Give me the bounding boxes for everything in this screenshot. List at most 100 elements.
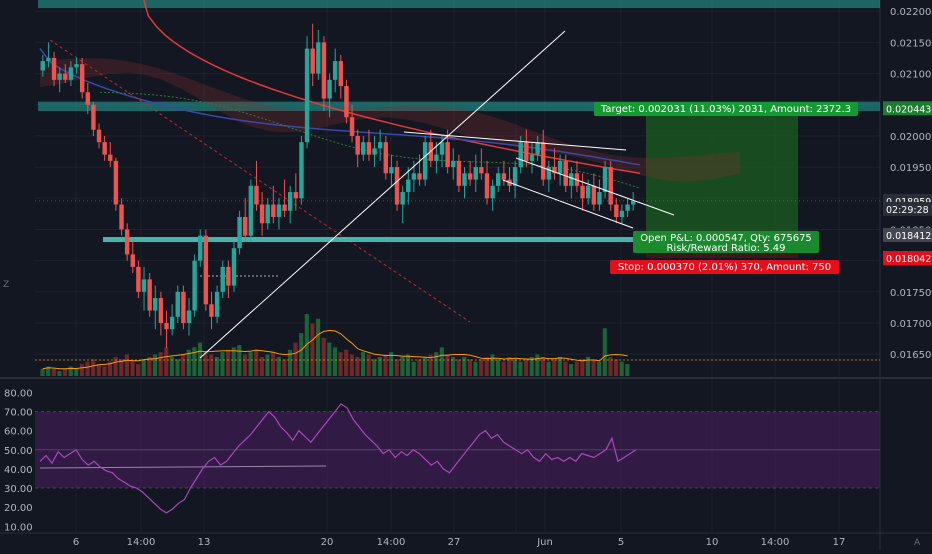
- candle-body: [282, 204, 287, 211]
- volume-bar: [293, 342, 298, 376]
- volume-bar: [254, 349, 259, 376]
- volume-bar: [74, 368, 79, 376]
- candle-body: [40, 61, 46, 71]
- candle-body: [366, 142, 372, 155]
- volume-bar: [445, 354, 450, 376]
- volume-bar: [462, 356, 467, 376]
- candle-body: [237, 216, 242, 249]
- time-tick-label: 14:00: [377, 537, 406, 548]
- volume-bar: [597, 361, 602, 376]
- volume-bar: [119, 359, 124, 376]
- time-tick-label: 27: [448, 537, 461, 548]
- rsi-tick-label: 50.00: [4, 446, 33, 457]
- candle-body: [355, 135, 360, 155]
- candle-body: [310, 48, 315, 74]
- candle-body: [411, 173, 417, 180]
- volume-bar: [175, 359, 180, 376]
- price-tag-text: 02:29:28: [886, 205, 929, 216]
- candle-body: [349, 117, 355, 136]
- volume-bar: [512, 359, 517, 376]
- price-tag-text: 0.020443: [886, 104, 931, 115]
- rsi-tick-label: 80.00: [4, 388, 33, 399]
- volume-bar: [231, 347, 236, 376]
- candle-body: [630, 200, 636, 205]
- supply-zone: [38, 101, 880, 111]
- candle-body: [580, 185, 585, 199]
- candle-body: [434, 154, 439, 161]
- candle-body: [304, 48, 310, 143]
- rsi-tick-label: 30.00: [4, 484, 33, 495]
- pnl-label: [633, 231, 819, 253]
- volume-bar: [580, 359, 585, 376]
- volume-bar: [529, 356, 534, 376]
- candle-body: [293, 192, 299, 199]
- candle-body: [321, 42, 327, 99]
- volume-bar: [473, 361, 478, 376]
- volume-bar: [327, 342, 332, 376]
- volume-bar: [602, 328, 607, 376]
- pnl-label-text: Open P&L: 0.000547, Qty: 675675: [640, 233, 812, 244]
- candle-body: [141, 279, 147, 292]
- volume-bar: [57, 371, 62, 376]
- candle-body: [254, 185, 259, 205]
- candle-body: [203, 235, 209, 305]
- candle-body: [130, 254, 135, 267]
- volume-bar: [585, 356, 591, 376]
- candle-body: [439, 142, 445, 155]
- candle-body: [361, 142, 366, 155]
- stop-label: [610, 260, 839, 274]
- volume-bar: [389, 352, 394, 376]
- candle-body: [175, 291, 180, 317]
- volume-bar: [124, 354, 129, 376]
- volume-bar: [434, 352, 439, 376]
- volume-bar: [524, 359, 529, 376]
- candle-body: [243, 216, 248, 236]
- time-tick-label: 5: [618, 537, 624, 548]
- candle-body: [79, 64, 85, 93]
- volume-bar: [614, 359, 619, 376]
- time-tick-label: 10: [706, 537, 719, 548]
- volume-bar: [439, 347, 444, 376]
- volume-bar: [79, 364, 84, 376]
- volume-bar: [400, 356, 405, 376]
- candle-body: [248, 185, 254, 236]
- candle-body: [91, 104, 96, 130]
- candle-body: [181, 291, 186, 323]
- volume-bar: [332, 347, 337, 376]
- volume-bar: [85, 361, 90, 376]
- candle-body: [63, 73, 68, 80]
- zoom-icon: Z: [3, 280, 9, 290]
- volume-bar: [226, 349, 231, 376]
- candle-body: [557, 160, 563, 174]
- volume-bar: [152, 354, 158, 376]
- candle-body: [490, 185, 495, 199]
- candle-body: [316, 42, 321, 74]
- volume-bar: [495, 359, 501, 376]
- price-tag: [883, 227, 932, 242]
- price-tag: [883, 251, 932, 266]
- candle-body: [377, 142, 383, 149]
- candle-body: [394, 167, 400, 205]
- volume-bar: [242, 354, 248, 376]
- volume-bar: [51, 368, 56, 376]
- volume-bar: [192, 347, 197, 376]
- candle-body: [597, 192, 602, 205]
- candle-body: [541, 142, 546, 180]
- ma50-line: [39, 48, 641, 166]
- time-tick-label: 17: [833, 537, 846, 548]
- volume-bar: [484, 356, 489, 376]
- candle-body: [372, 148, 377, 155]
- volume-bar: [563, 361, 568, 376]
- volume-bar: [164, 347, 169, 376]
- volume-bar: [158, 352, 163, 376]
- volume-bar: [383, 354, 388, 376]
- candle-body: [327, 79, 332, 99]
- candle-body: [338, 61, 344, 87]
- volume-bar: [625, 364, 630, 376]
